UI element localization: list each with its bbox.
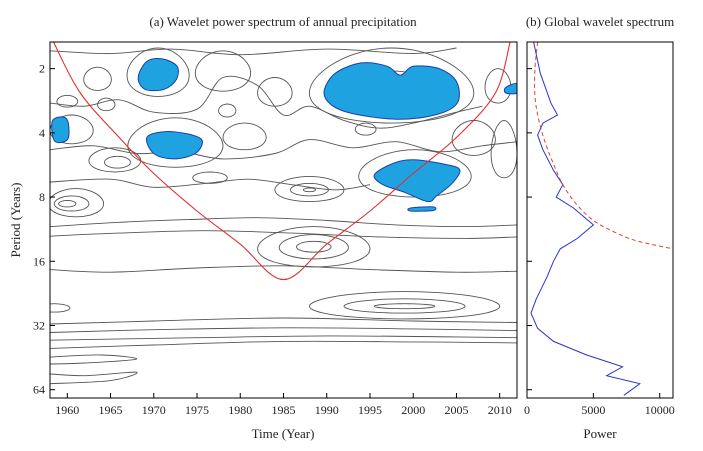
x-tick-label: 5000 [581,403,605,417]
contour-line [289,182,329,197]
contour-line [50,354,137,365]
x-tick-label: 1970 [142,403,166,417]
panel-b-frame [526,41,674,399]
contour-line [50,75,483,129]
panel-b-x-ticks: 0 5000 10000 [524,393,675,417]
contour-line [83,66,112,91]
y-tick-label: 4 [39,126,45,140]
significant-region [51,116,70,144]
y-tick-label: 32 [33,318,45,332]
contour-line [50,188,105,218]
contour-line [308,47,475,124]
significant-regions [51,58,517,212]
contour-line [296,240,332,253]
x-tick-label: 1975 [185,403,209,417]
significance-line [534,42,673,250]
panel-a-y-ticks: 2 4 8 16 32 64 [33,62,55,397]
x-tick-label: 2010 [488,403,512,417]
panel-b-plot: 0 5000 10000 [524,41,675,417]
contour-line [97,97,116,112]
contour-line [50,217,517,228]
x-tick-label: 1960 [55,403,79,417]
x-tick-label: 1990 [315,403,339,417]
panel-a-xlabel: Time (Year) [252,426,315,441]
contour-line [192,171,228,184]
contour-line [343,298,466,314]
cone-of-influence-group [53,42,511,281]
contour-line [50,139,517,160]
contour-line [274,175,345,203]
x-tick-label: 0 [524,403,530,417]
contour-line [50,265,517,273]
x-tick-label: 1980 [228,403,252,417]
contour-line [50,371,138,385]
contour-line [88,147,142,173]
cone-of-influence [53,42,511,281]
contour-line [302,187,316,193]
x-tick-label: 1985 [272,403,296,417]
contour-line [50,303,71,313]
y-tick-label: 16 [33,254,45,268]
contour-line [50,317,517,325]
contour-line [127,117,224,168]
contour-line [257,77,293,107]
significant-region [373,159,461,203]
panel-b-title: (b) Global wavelet spectrum [526,14,674,29]
contour-line [194,50,252,92]
contour-line [53,195,90,212]
panel-a-title: (a) Wavelet power spectrum of annual pre… [149,14,417,29]
contour-line [373,303,436,310]
contour-line [354,122,377,136]
contour-line [126,47,190,97]
contour-line [104,155,131,169]
contour-line [50,335,517,341]
contour-line [56,94,79,108]
significant-region [323,62,460,120]
y-tick-label: 8 [39,190,45,204]
contour-line [490,120,517,179]
x-tick-label: 10000 [645,403,675,417]
contour-line [278,234,349,260]
contour-line [50,47,457,56]
contour-line [308,291,501,320]
contour-line [222,122,267,151]
significant-region [145,131,203,160]
contour-line [451,120,496,156]
panel-b-xlabel: Power [583,426,617,441]
panel-a-ylabel: Period (Years) [8,183,23,258]
contour-line [358,149,472,198]
global-spectrum-line [530,42,641,396]
contour-line [50,340,517,349]
contour-line [50,327,517,333]
x-tick-label: 2005 [444,403,468,417]
contour-line [50,230,517,239]
panel-a-x-ticks: 1960 1965 1970 1975 1980 1985 1990 1995 2000 2005… [55,393,512,417]
contour-line [257,226,371,268]
x-tick-label: 1965 [99,403,123,417]
panel-b-y-ticks [527,68,532,391]
contour-line [58,200,77,208]
contour-line [50,114,94,145]
contour-line [218,103,237,118]
contour-line [50,178,371,191]
significant-region [407,206,437,212]
y-tick-label: 64 [33,383,45,397]
global-spectrum-series [530,42,673,396]
x-tick-label: 2000 [401,403,425,417]
panel-a-plot: 1960 1965 1970 1975 1980 1985 1990 1995 2000 2005… [33,41,518,417]
significant-region [137,58,179,92]
x-tick-label: 1995 [358,403,382,417]
significant-region [503,82,517,95]
contour-line [484,68,512,104]
y-tick-label: 2 [39,62,45,76]
